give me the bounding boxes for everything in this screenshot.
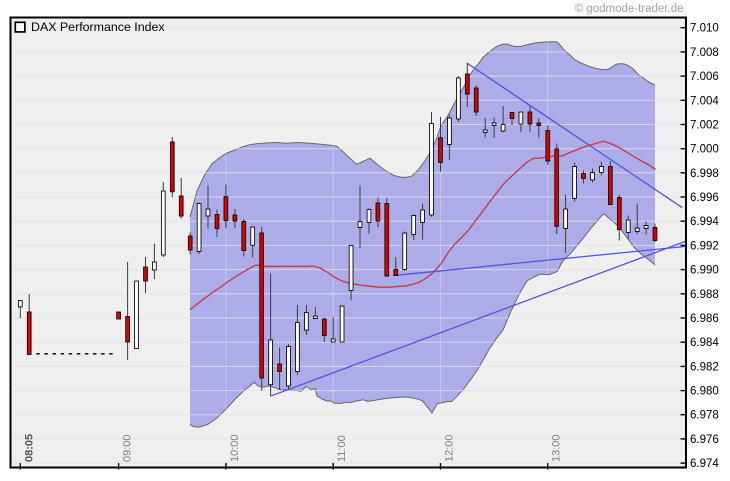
svg-text:08:05: 08:05 — [23, 434, 35, 462]
svg-text:7.008: 7.008 — [690, 47, 719, 59]
svg-text:6.984: 6.984 — [690, 337, 719, 349]
svg-text:6.994: 6.994 — [690, 216, 719, 228]
svg-text:6.974: 6.974 — [690, 458, 719, 470]
svg-text:6.996: 6.996 — [690, 192, 719, 204]
svg-text:09:00: 09:00 — [122, 434, 134, 462]
svg-text:7.000: 7.000 — [690, 144, 719, 156]
svg-text:10:00: 10:00 — [229, 434, 241, 462]
svg-text:12:00: 12:00 — [444, 434, 456, 462]
svg-text:6.976: 6.976 — [690, 434, 719, 446]
svg-text:13:00: 13:00 — [551, 434, 563, 462]
svg-text:6.986: 6.986 — [690, 313, 719, 325]
svg-text:6.980: 6.980 — [690, 386, 719, 398]
svg-text:7.010: 7.010 — [690, 23, 719, 35]
svg-text:© godmode-trader.de: © godmode-trader.de — [575, 3, 684, 15]
svg-text:6.978: 6.978 — [690, 410, 719, 422]
svg-text:6.992: 6.992 — [690, 240, 719, 252]
svg-text:6.990: 6.990 — [690, 265, 719, 277]
svg-text:7.002: 7.002 — [690, 120, 719, 132]
svg-text:7.006: 7.006 — [690, 71, 719, 83]
svg-text:6.998: 6.998 — [690, 168, 719, 180]
svg-text:11:00: 11:00 — [336, 435, 348, 462]
svg-text:6.988: 6.988 — [690, 289, 719, 301]
svg-text:7.004: 7.004 — [690, 95, 719, 107]
svg-text:DAX Performance Index: DAX Performance Index — [31, 20, 165, 34]
svg-text:6.982: 6.982 — [690, 361, 719, 373]
